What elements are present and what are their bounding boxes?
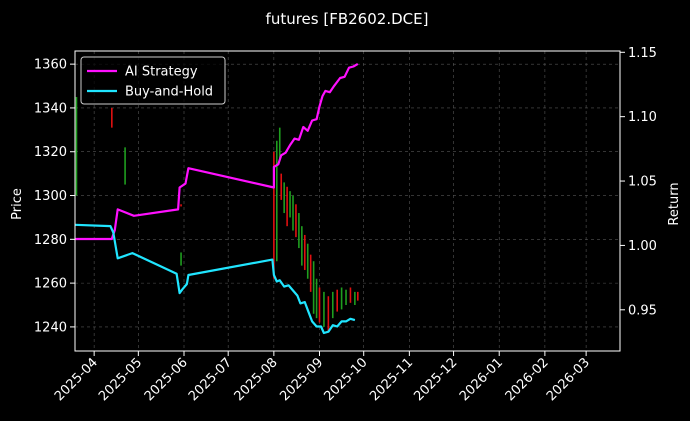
legend-label-ai-strategy: AI Strategy (125, 65, 198, 80)
y-tick-label: 1240 (34, 320, 67, 335)
strategy-lines (74, 62, 359, 335)
series-line (74, 223, 356, 335)
y-axis-label: Price (10, 188, 25, 220)
legend-box (80, 56, 226, 105)
y-tick-label: 1280 (34, 233, 67, 248)
chart-title: futures [FB2602.DCE] (266, 10, 429, 28)
y-tick-label: 1300 (34, 189, 67, 204)
y-tick-label: 1260 (34, 277, 67, 292)
y2-tick-label: 1.15 (628, 46, 657, 61)
y-tick-label: 1320 (34, 145, 67, 160)
y2-tick-label: 1.05 (628, 175, 657, 190)
y-tick-label: 1360 (34, 58, 67, 73)
y-tick-label: 1340 (34, 101, 67, 116)
series-line (75, 62, 359, 241)
legend-label-buy-and-hold: Buy-and-Hold (125, 85, 213, 100)
y2-tick-label: 1.00 (628, 239, 657, 254)
price-candles (75, 96, 359, 332)
y-axis-return: 0.95 1.00 1.05 1.10 1.15 (620, 46, 657, 318)
legend: AI Strategy Buy-and-Hold (80, 56, 226, 105)
y2-tick-label: 1.10 (628, 110, 657, 125)
y2-axis-label: Return (667, 182, 682, 225)
y-axis-price: 1240 1260 1280 1300 1320 1340 1360 (34, 58, 75, 335)
y2-tick-label: 0.95 (628, 303, 657, 318)
plot-frame (74, 50, 621, 352)
